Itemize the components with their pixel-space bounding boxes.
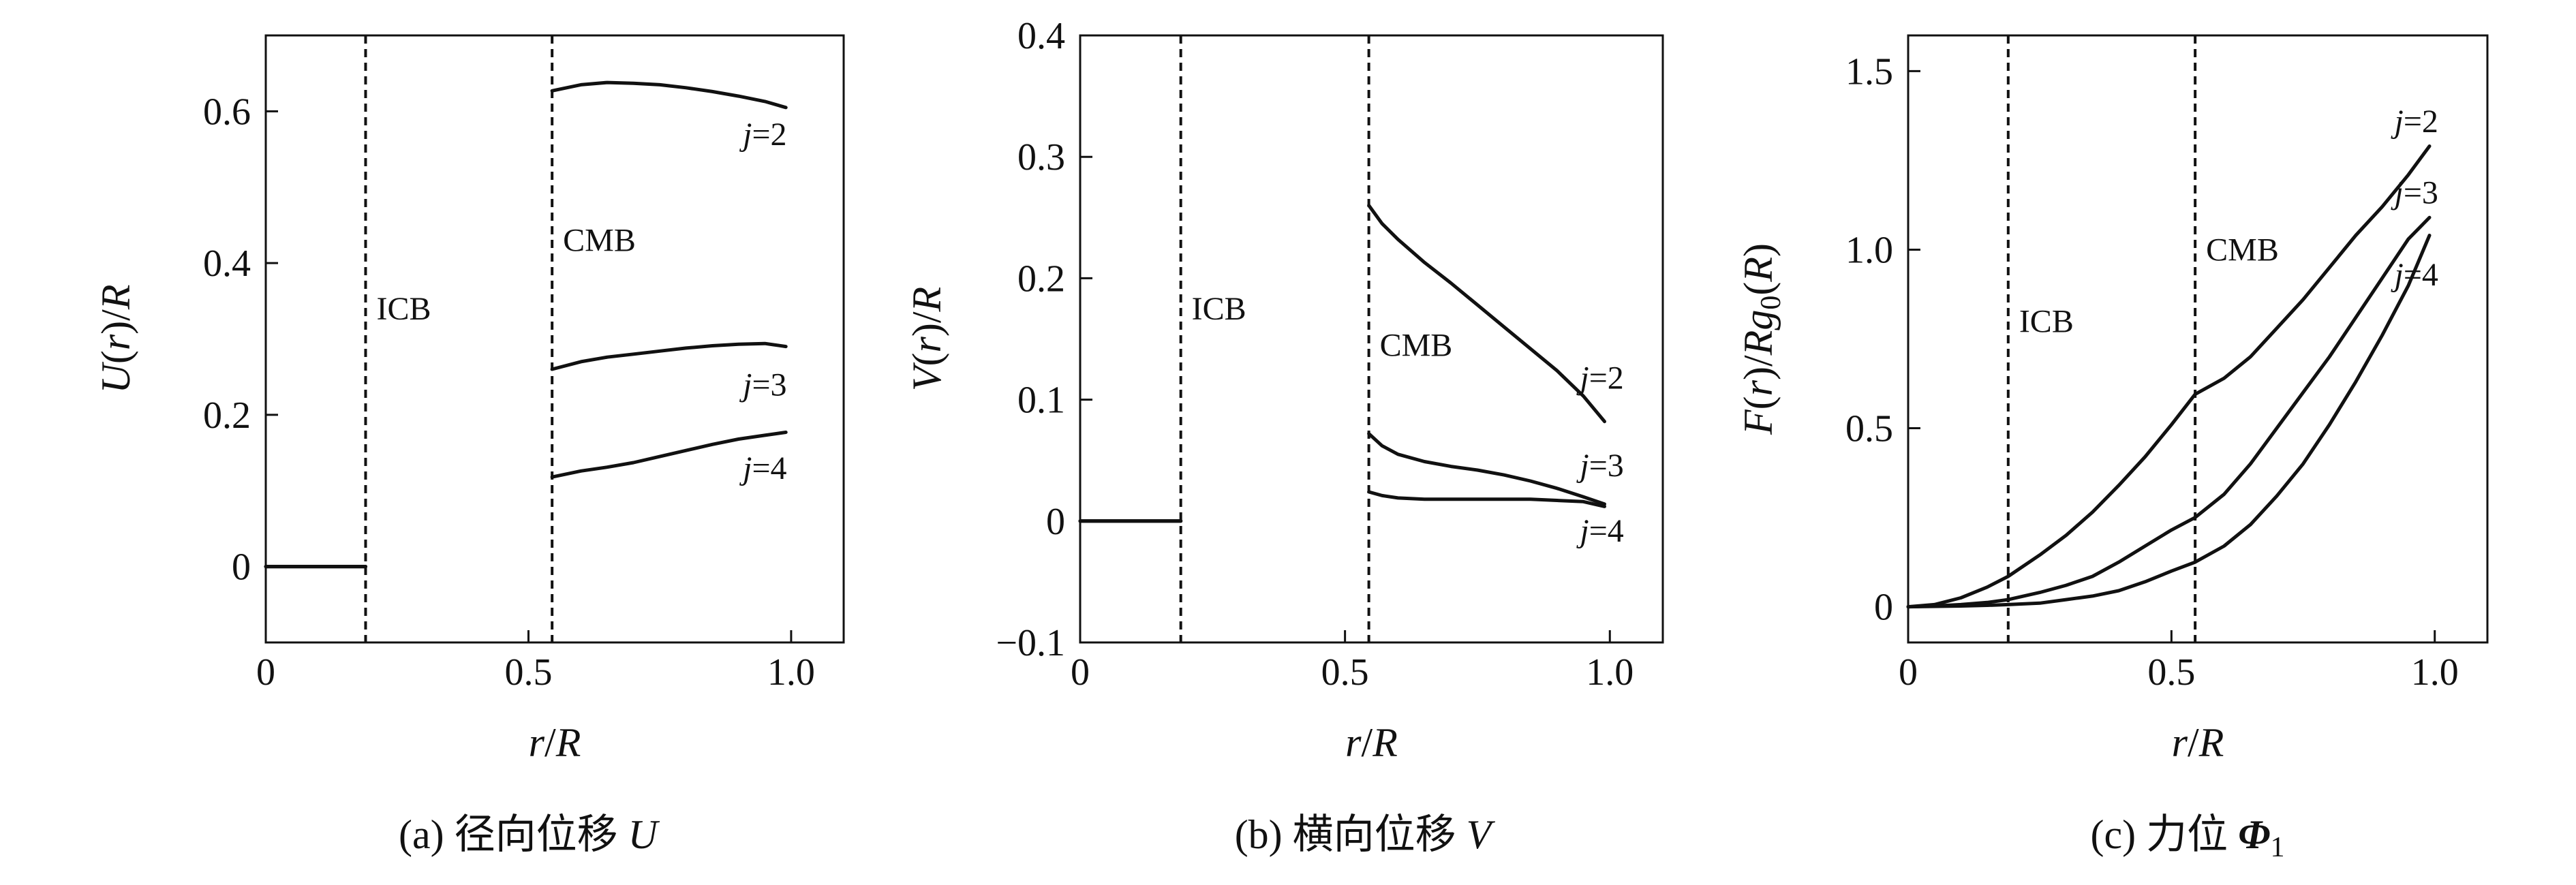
- boundary-label-cmb: CMB: [563, 223, 636, 259]
- x-tick-label: 0.5: [504, 651, 552, 694]
- series-label-j2: j=2: [739, 117, 786, 153]
- y-tick-label: 0.5: [1845, 408, 1893, 450]
- panel-caption: (b) 横向位移 V: [1235, 812, 1496, 857]
- boundary-label-icb: ICB: [2019, 303, 2074, 339]
- y-tick-label: 0.1: [1017, 379, 1065, 422]
- y-tick-label: 0.2: [1017, 258, 1065, 300]
- y-tick-label: 0.2: [203, 394, 251, 437]
- y-axis-title: U(r)/R: [93, 285, 138, 394]
- series-label-j2: j=2: [2390, 104, 2438, 140]
- series-line-j3-seg1: [550, 341, 788, 371]
- x-tick-label: 0: [1899, 651, 1918, 694]
- series-line-j3-seg1: [1367, 432, 1606, 506]
- boundary-label-icb: ICB: [1192, 291, 1246, 327]
- y-tick-label: 0.4: [203, 243, 251, 285]
- series-line-j4-seg0: [1906, 234, 2432, 609]
- boundary-label-cmb: CMB: [2206, 232, 2279, 268]
- series-label-j4: j=4: [2390, 257, 2438, 293]
- series-label-j2: j=2: [1576, 360, 1623, 397]
- series-label-j3: j=3: [2390, 175, 2438, 211]
- panel-b: 0 0.5 1.0−0.100.10.20.30.4ICBCMBj=2j=3j=4r…: [904, 15, 1664, 857]
- y-tick-label: 0.4: [1017, 15, 1065, 57]
- series-line-j2-seg1: [1367, 204, 1606, 424]
- y-axis-title: V(r)/R: [904, 287, 949, 391]
- series-line-j4-seg1: [1367, 490, 1606, 508]
- x-axis-title: r/R: [2172, 720, 2224, 765]
- x-tick-label: 0: [256, 651, 275, 694]
- y-tick-label: 0.6: [203, 91, 251, 133]
- boundary-label-cmb: CMB: [1380, 327, 1453, 363]
- series-line-j3-seg0: [1906, 215, 2432, 609]
- panel-caption: (c) 力位 Φ1: [2091, 812, 2285, 863]
- x-tick-label: 1.0: [2411, 651, 2459, 694]
- y-tick-label: 0: [1046, 501, 1065, 543]
- y-tick-label: 1.0: [1845, 229, 1893, 271]
- series-line-j2-seg1: [550, 80, 788, 110]
- plot-frame: [1079, 34, 1664, 644]
- boundary-label-icb: ICB: [376, 291, 431, 327]
- y-tick-label: 0: [232, 546, 251, 589]
- y-tick-label: 0.3: [1017, 136, 1065, 178]
- x-axis-title: r/R: [1345, 720, 1398, 765]
- series-label-j3: j=3: [739, 367, 786, 403]
- panel-caption: (a) 径向位移 U: [399, 812, 660, 857]
- x-tick-label: 0: [1071, 651, 1090, 694]
- panel-c: 0 0.5 1.0 0 0.5 1.0 1.5 ICB CMB j=2 j=3 j=4 r/R F(r)/…: [1736, 34, 2489, 863]
- y-tick-label: −0.1: [996, 622, 1065, 664]
- series-line-j2-seg0: [1906, 144, 2432, 609]
- plot-frame: [264, 34, 845, 644]
- plot-frame: [1907, 34, 2489, 644]
- x-tick-label: 1.0: [1586, 651, 1634, 694]
- series-label-j4: j=4: [739, 450, 786, 486]
- x-tick-label: 0.5: [2147, 651, 2195, 694]
- series-label-j4: j=4: [1576, 513, 1623, 549]
- series-label-j3: j=3: [1576, 448, 1623, 484]
- y-tick-label: 0: [1874, 587, 1893, 629]
- series-line-j4-seg1: [550, 431, 788, 479]
- y-axis-title: F(r)/Rg0(R): [1736, 243, 1787, 435]
- x-axis-title: r/R: [529, 720, 581, 765]
- x-tick-label: 0.5: [1321, 651, 1369, 694]
- panel-a: 0 0.5 1.0 0 0.2 0.4 0.6 ICB CMB j=2 j=3 j=4 r/R U(r)/…: [93, 34, 845, 857]
- y-tick-label: 1.5: [1845, 50, 1893, 93]
- x-tick-label: 1.0: [767, 651, 815, 694]
